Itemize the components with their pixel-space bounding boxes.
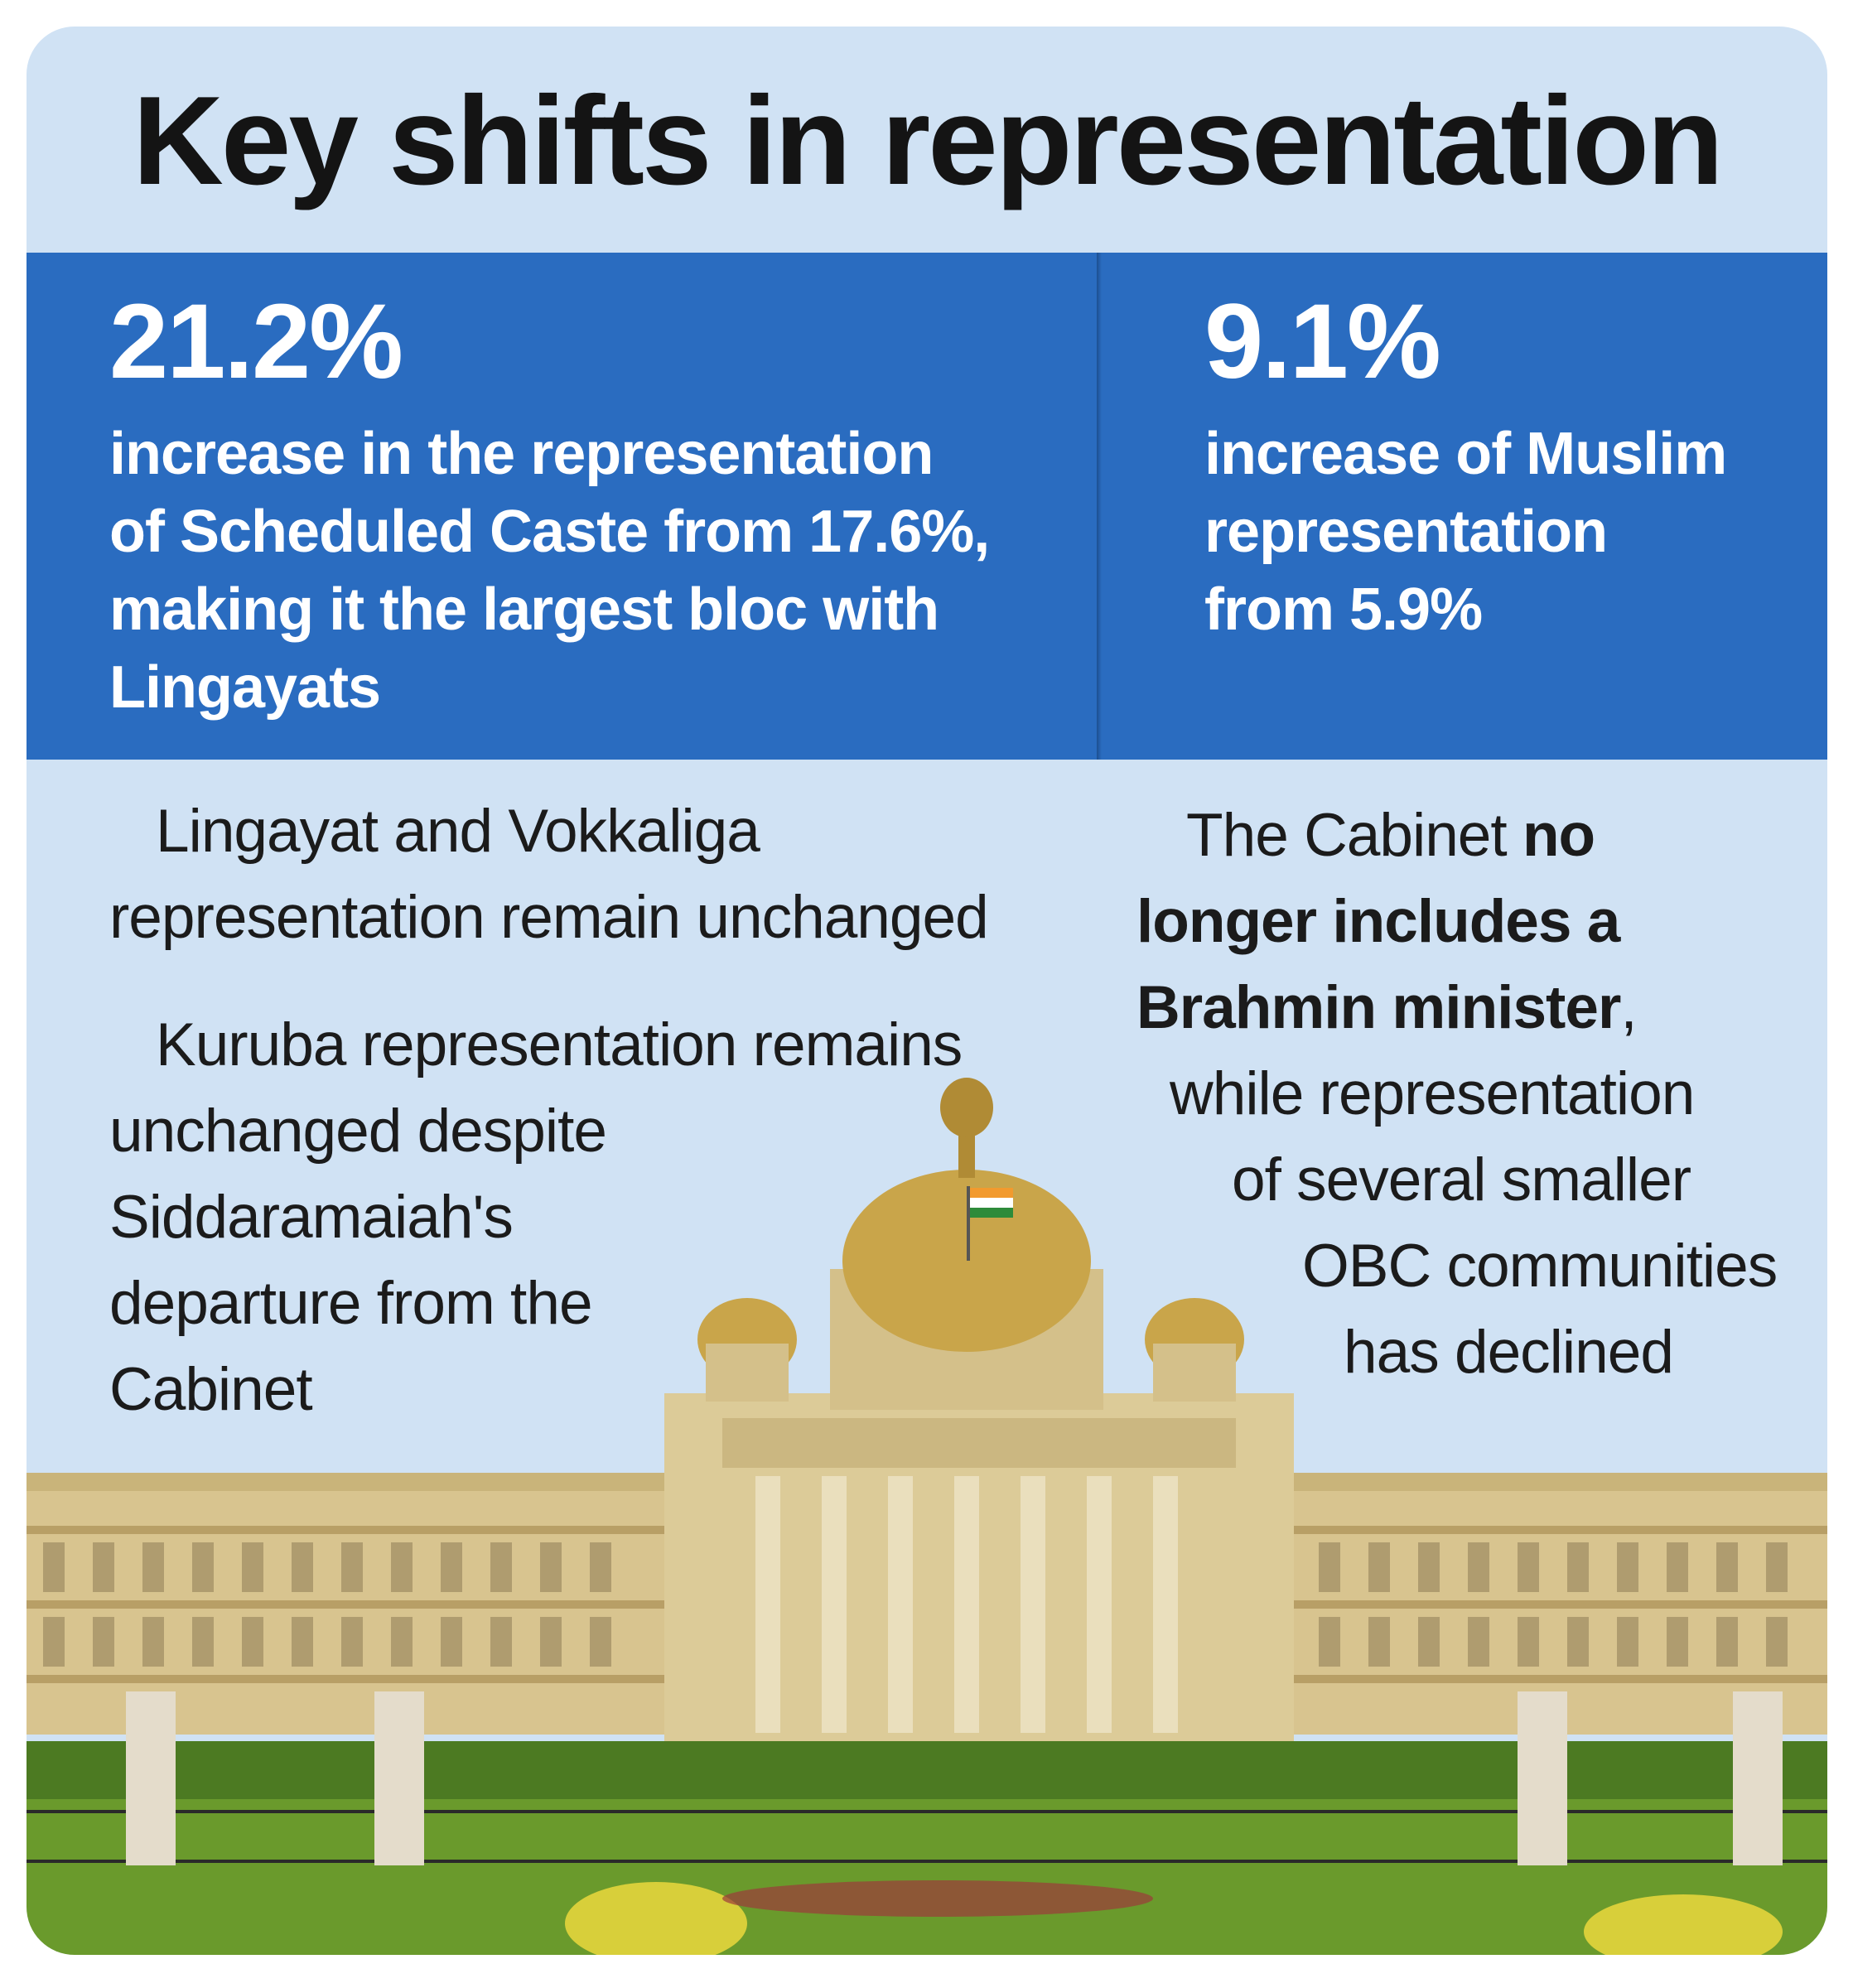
note-line: departure from the xyxy=(109,1270,593,1337)
stat-panel-muslim: 9.1% increase of Muslim representation f… xyxy=(1102,253,1827,760)
note-emphasis: Brahmin minister xyxy=(1136,974,1621,1041)
note-line: Brahmin minister, xyxy=(1136,965,1777,1051)
note-text: The Cabinet xyxy=(1186,802,1522,869)
note-line: of several smaller xyxy=(1232,1146,1691,1214)
note-cabinet: The Cabinet no longer includes a Brahmin… xyxy=(1136,793,1778,1396)
note-kuruba: Kuruba representation remains unchanged … xyxy=(109,1002,963,1433)
note-line: has declined xyxy=(1344,1319,1674,1386)
stat-description-line: increase in the representation xyxy=(109,421,934,487)
note-emphasis: no xyxy=(1522,802,1595,869)
panel-divider xyxy=(1097,253,1102,760)
infographic-card: Key shifts in representation 21.2% incre… xyxy=(27,27,1827,1955)
stat-description-line: from 5.9% xyxy=(1204,577,1483,643)
note-line: while representation xyxy=(1170,1060,1695,1127)
stat-description-line: increase of Muslim xyxy=(1204,421,1727,487)
note-line: Cabinet xyxy=(109,1356,313,1423)
note-line: Kuruba representation remains xyxy=(156,1011,963,1078)
note-line: longer includes a xyxy=(1136,879,1777,965)
stat-description-line: representation xyxy=(1204,499,1608,565)
stat-description-line: of Scheduled Caste from 17.6%, xyxy=(109,499,990,565)
note-line: unchanged despite xyxy=(109,1098,607,1165)
stat-description: increase of Muslim representation from 5… xyxy=(1204,415,1801,649)
note-emphasis: longer includes a xyxy=(1136,888,1620,955)
stat-value: 9.1% xyxy=(1204,282,1441,401)
stat-description-line: Lingayats xyxy=(109,654,381,721)
note-text: , xyxy=(1620,974,1637,1041)
note-line: The Cabinet no xyxy=(1136,793,1777,879)
note-line: representation remain unchanged xyxy=(109,884,989,951)
infographic-title: Key shifts in representation xyxy=(133,70,1724,211)
stat-value: 21.2% xyxy=(109,282,403,401)
note-lingayat-vokkaliga: Lingayat and Vokkaliga representation re… xyxy=(109,789,989,961)
legislature-building-image xyxy=(27,1078,1827,1955)
note-line: Lingayat and Vokkaliga xyxy=(156,798,760,865)
note-line: Siddaramaiah's xyxy=(109,1184,514,1251)
note-line: OBC communities xyxy=(1302,1233,1778,1300)
stat-panel-scheduled-caste: 21.2% increase in the representation of … xyxy=(27,253,1097,760)
stat-description: increase in the representation of Schedu… xyxy=(109,415,1062,726)
stat-description-line: making it the largest bloc with xyxy=(109,577,939,643)
